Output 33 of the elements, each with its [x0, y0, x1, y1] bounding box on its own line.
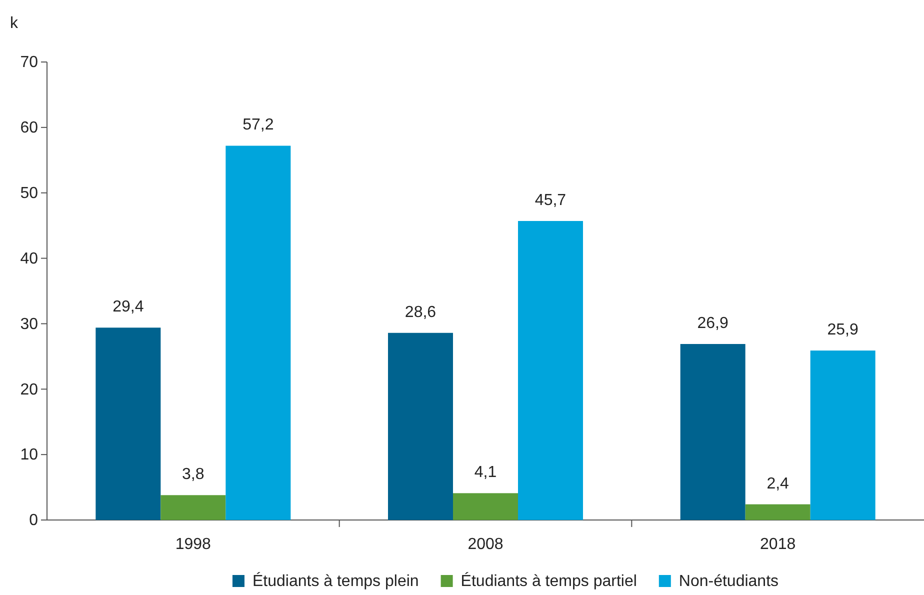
bar — [453, 493, 518, 520]
bar — [388, 332, 453, 520]
y-axis-title: k — [10, 15, 19, 32]
x-tick-label: 2018 — [760, 536, 796, 553]
data-label: 25,9 — [827, 322, 859, 339]
legend-label: Étudiants à temps partiel — [460, 572, 637, 590]
x-tick-label: 1998 — [175, 536, 212, 553]
data-label: 28,6 — [404, 304, 436, 321]
data-label: 57,2 — [242, 116, 274, 134]
bar — [810, 350, 876, 520]
data-label: 4,1 — [474, 464, 497, 482]
bar — [745, 504, 810, 520]
data-label: 2,4 — [766, 475, 790, 492]
y-tick-label: 40 — [20, 250, 38, 268]
legend-label: Non-étudiants — [678, 573, 779, 590]
y-tick-label: 60 — [20, 120, 38, 137]
bar — [96, 328, 161, 520]
y-tick-label: 50 — [20, 184, 38, 202]
legend-label: Étudiants à temps plein — [252, 572, 419, 590]
bar — [160, 495, 226, 520]
x-tick-label: 2008 — [468, 536, 504, 553]
y-tick-label: 10 — [20, 446, 38, 464]
y-tick-label: 70 — [20, 54, 38, 72]
y-tick-label: 30 — [20, 316, 38, 333]
bar — [680, 344, 746, 520]
y-tick-label: 20 — [20, 381, 38, 398]
data-label: 26,9 — [697, 314, 729, 332]
bar — [226, 146, 291, 520]
y-tick-label: 0 — [29, 512, 38, 530]
data-label: 29,4 — [112, 298, 144, 316]
bar — [518, 220, 583, 520]
data-label: 45,7 — [534, 192, 566, 209]
data-label: 3,8 — [182, 466, 204, 484]
